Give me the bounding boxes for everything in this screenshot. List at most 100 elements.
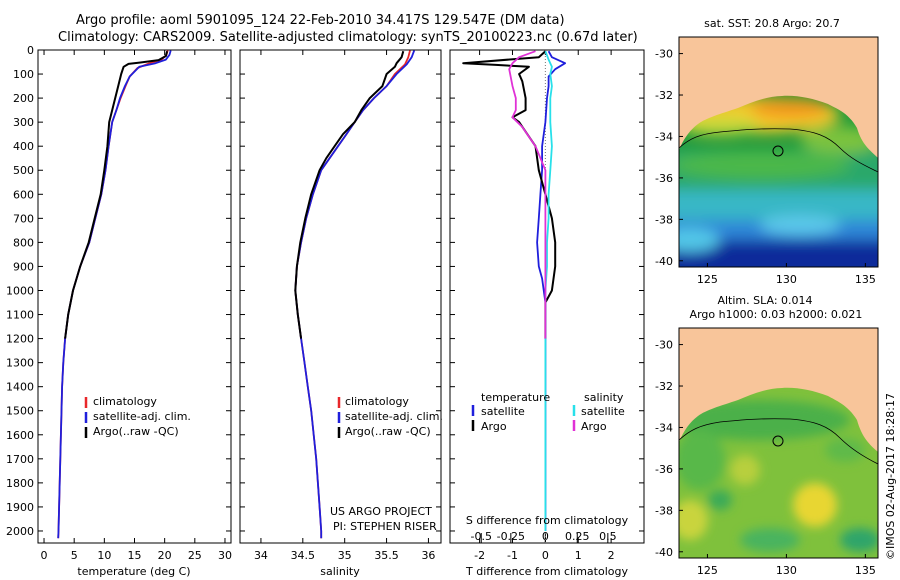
depth-tick-label: 700	[13, 212, 34, 225]
legend-satellite: satellite-adj. clim.	[345, 410, 443, 423]
project-annotation: US ARGO PROJECT	[330, 505, 432, 518]
depth-tick-label: 1900	[6, 501, 34, 514]
sst-map-axes: 125 130 135 -30 -32 -34 -36 -38 -40	[655, 48, 876, 286]
sst-map	[679, 37, 878, 267]
legend-argo: Argo(..raw -QC)	[93, 425, 179, 438]
s-tick-label: 0.25	[565, 530, 590, 543]
sla-map-frame	[678, 327, 879, 559]
depth-tick-label: 1000	[6, 284, 34, 297]
lat-tick-label: -40	[655, 255, 673, 268]
x-tick-label: 34	[254, 549, 268, 562]
depth-tick-label: 200	[13, 92, 34, 105]
x-tick-label: 36	[421, 549, 435, 562]
t-difference-xlabel: T difference from climatology	[465, 565, 628, 578]
lon-tick-label: 130	[776, 273, 797, 286]
lat-tick-label: -34	[655, 421, 673, 434]
lat-tick-label: -30	[655, 48, 673, 61]
x-tick-label: 34.5	[291, 549, 316, 562]
salinity-legend: climatology satellite-adj. clim. Argo(..…	[337, 395, 443, 438]
legend-s-argo: Argo	[581, 420, 607, 433]
sla-map-title-line2: Argo h1000: 0.03 h2000: 0.021	[690, 308, 863, 321]
depth-tick-label: 400	[13, 140, 34, 153]
lon-tick-label: 130	[776, 564, 797, 577]
difference-profiles	[462, 50, 566, 531]
depth-tick-label: 1700	[6, 453, 34, 466]
depth-tick-label: 1400	[6, 381, 34, 394]
sst-map-title: sat. SST: 20.8 Argo: 20.7	[704, 17, 840, 30]
depth-tick-label: 2000	[6, 525, 34, 538]
legend-climatology: climatology	[93, 395, 157, 408]
x-tick-label: 0	[41, 549, 48, 562]
lon-tick-label: 125	[697, 564, 718, 577]
x-tick-label: 1	[575, 549, 582, 562]
sla-map	[679, 328, 878, 558]
x-tick-label: 35.5	[374, 549, 399, 562]
difference-panel-frame	[449, 49, 645, 544]
lat-tick-label: -38	[655, 504, 673, 517]
depth-tick-label: 1600	[6, 429, 34, 442]
figure-title-line2: Climatology: CARS2009. Satellite-adjuste…	[58, 30, 638, 45]
temperature-panel-frame	[37, 49, 232, 544]
lon-tick-label: 135	[855, 273, 876, 286]
x-tick-label: 10	[97, 549, 111, 562]
lat-tick-label: -32	[655, 380, 673, 393]
depth-tick-label: 0	[27, 44, 34, 57]
lon-tick-label: 125	[697, 273, 718, 286]
x-tick-label: 30	[218, 549, 232, 562]
temperature-profiles	[57, 50, 172, 539]
figure-title-line1: Argo profile: aoml 5901095_124 22-Feb-20…	[76, 13, 565, 28]
legend-climatology: climatology	[345, 395, 409, 408]
s-tick-label: 0.5	[599, 530, 617, 543]
x-tick-label: 2	[608, 549, 615, 562]
lat-tick-label: -40	[655, 546, 673, 559]
x-tick-label: 5	[71, 549, 78, 562]
depth-tick-label: 900	[13, 260, 34, 273]
legend-s-satellite: satellite	[581, 405, 625, 418]
legend-temperature-header: temperature	[481, 391, 550, 404]
salinity-xlabel: salinity	[320, 565, 360, 578]
lat-tick-label: -30	[655, 339, 673, 352]
pi-annotation: PI: STEPHEN RISER	[333, 520, 437, 533]
x-tick-label: 35	[338, 549, 352, 562]
difference-legend: temperature salinity satellite Argo sate…	[471, 391, 625, 433]
lat-tick-label: -32	[655, 89, 673, 102]
x-tick-label: -2	[474, 549, 485, 562]
x-tick-label: 15	[128, 549, 142, 562]
depth-tick-label: 800	[13, 236, 34, 249]
legend-argo: Argo(..raw -QC)	[345, 425, 431, 438]
legend-salinity-header: salinity	[584, 391, 624, 404]
sla-map-axes: 125 130 135 -30 -32 -34 -36 -38 -40	[655, 339, 876, 577]
depth-tick-label: 1200	[6, 333, 34, 346]
salinity-panel-frame	[239, 49, 442, 544]
series-line-2	[64, 50, 169, 339]
depth-tick-label: 600	[13, 188, 34, 201]
depth-tick-label: 1300	[6, 357, 34, 370]
series-line-2	[294, 50, 405, 339]
lat-tick-label: -36	[655, 463, 673, 476]
s-tick-label: -0.5	[471, 530, 492, 543]
x-tick-label: 25	[188, 549, 202, 562]
temperature-axes: 0 5 10 15 20 25 300100200300400500600700800900…	[6, 44, 232, 562]
salinity-axes: 34 34.5 35 35.5 36	[240, 49, 441, 562]
sst-map-frame	[678, 36, 879, 268]
legend-t-argo: Argo	[481, 420, 507, 433]
depth-tick-label: 300	[13, 116, 34, 129]
legend-satellite: satellite-adj. clim.	[93, 410, 191, 423]
salinity-profiles	[294, 50, 416, 539]
s-difference-label: S difference from climatology	[466, 514, 629, 527]
depth-tick-label: 1100	[6, 309, 34, 322]
x-tick-label: -1	[507, 549, 518, 562]
temperature-legend: climatology satellite-adj. clim. Argo(..…	[84, 395, 191, 438]
depth-tick-label: 1500	[6, 405, 34, 418]
lon-tick-label: 135	[855, 564, 876, 577]
sla-map-title-line1: Altim. SLA: 0.014	[717, 294, 812, 307]
x-tick-label: 20	[158, 549, 172, 562]
x-tick-label: 0	[542, 549, 549, 562]
series-line-3	[508, 50, 547, 339]
lat-tick-label: -34	[655, 130, 673, 143]
lat-tick-label: -38	[655, 213, 673, 226]
legend-t-satellite: satellite	[481, 405, 525, 418]
depth-tick-label: 100	[13, 68, 34, 81]
depth-tick-label: 1800	[6, 477, 34, 490]
